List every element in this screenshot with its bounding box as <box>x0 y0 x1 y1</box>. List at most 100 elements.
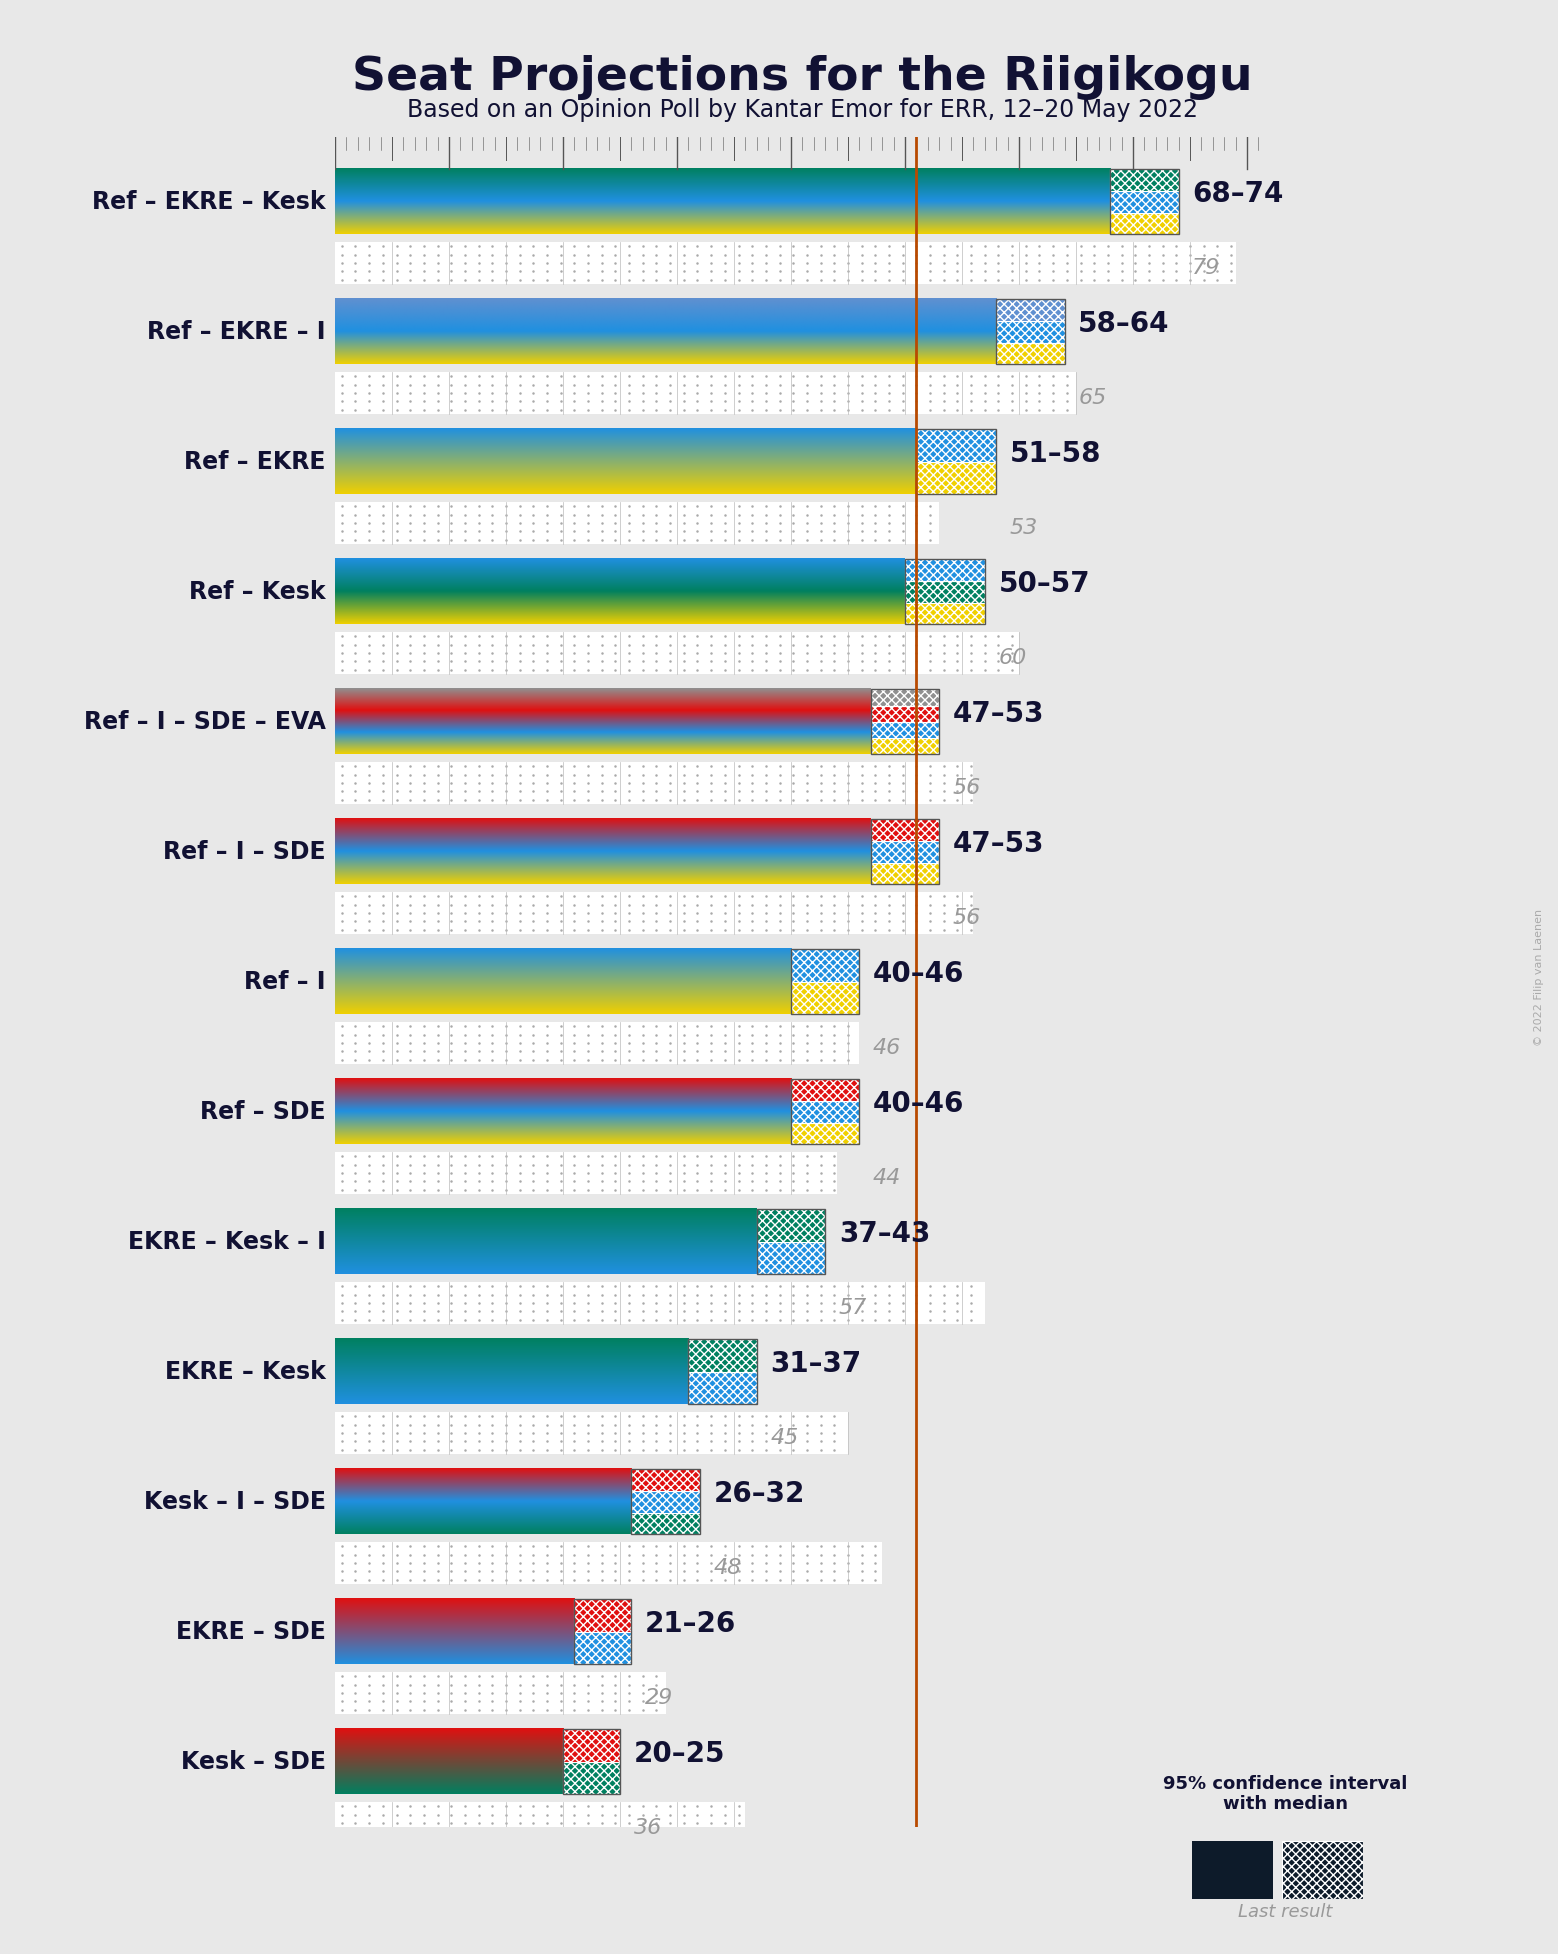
Text: 95% confidence interval
with median: 95% confidence interval with median <box>1164 1774 1407 1813</box>
Text: 20–25: 20–25 <box>634 1741 724 1768</box>
Text: 65: 65 <box>1078 389 1106 408</box>
Bar <box>562 1729 620 1763</box>
Text: Last result: Last result <box>1239 1903 1332 1921</box>
Bar <box>905 559 985 625</box>
Text: 50–57: 50–57 <box>999 571 1091 598</box>
Bar <box>562 1763 620 1794</box>
Bar <box>791 1124 860 1145</box>
Bar <box>757 1210 826 1274</box>
Text: 40–46: 40–46 <box>872 959 964 989</box>
Text: 36: 36 <box>634 1819 662 1839</box>
Text: 47–53: 47–53 <box>953 700 1044 729</box>
Bar <box>905 559 985 580</box>
Text: 31–37: 31–37 <box>771 1350 862 1378</box>
Bar <box>689 1338 757 1372</box>
Text: Ref – Kesk: Ref – Kesk <box>189 580 326 604</box>
Text: 58–64: 58–64 <box>1078 311 1170 338</box>
Text: 53: 53 <box>1010 518 1038 537</box>
Text: © 2022 Filip van Laenen: © 2022 Filip van Laenen <box>1535 909 1544 1045</box>
Bar <box>905 580 985 602</box>
Bar <box>791 950 860 983</box>
Text: 56: 56 <box>953 778 982 797</box>
Bar <box>757 1210 826 1243</box>
Bar <box>335 242 1235 283</box>
Text: 26–32: 26–32 <box>714 1479 805 1508</box>
Text: Ref – EKRE: Ref – EKRE <box>184 449 326 473</box>
Bar <box>1111 170 1178 191</box>
Bar <box>871 690 939 705</box>
Bar <box>335 371 1077 414</box>
Text: Ref – I – SDE – EVA: Ref – I – SDE – EVA <box>84 709 326 735</box>
Bar <box>689 1338 757 1405</box>
Bar <box>575 1600 631 1632</box>
Bar <box>335 893 974 934</box>
Bar <box>335 502 939 543</box>
Bar <box>562 1729 620 1794</box>
Text: 45: 45 <box>771 1428 799 1448</box>
Text: 40–46: 40–46 <box>872 1090 964 1118</box>
Bar <box>916 430 996 461</box>
Text: EKRE – Kesk – I: EKRE – Kesk – I <box>128 1229 326 1254</box>
Bar <box>335 1153 837 1194</box>
Bar <box>335 1022 860 1063</box>
Bar <box>996 320 1064 342</box>
Bar <box>871 864 939 885</box>
Bar <box>996 342 1064 363</box>
Bar <box>335 1542 882 1585</box>
Bar <box>871 819 939 840</box>
Bar <box>631 1512 700 1534</box>
Text: Ref – EKRE – I: Ref – EKRE – I <box>148 320 326 344</box>
Bar <box>631 1469 700 1534</box>
Bar <box>871 721 939 739</box>
Text: Ref – I – SDE: Ref – I – SDE <box>164 840 326 864</box>
Text: Based on an Opinion Poll by Kantar Emor for ERR, 12–20 May 2022: Based on an Opinion Poll by Kantar Emor … <box>407 98 1198 121</box>
Text: Seat Projections for the Riigikogu: Seat Projections for the Riigikogu <box>352 55 1253 100</box>
Bar <box>1111 170 1178 234</box>
Text: EKRE – Kesk: EKRE – Kesk <box>165 1360 326 1383</box>
Bar <box>335 762 974 803</box>
Bar <box>996 299 1064 320</box>
Bar <box>791 1100 860 1124</box>
Bar <box>791 983 860 1014</box>
Bar <box>575 1632 631 1665</box>
Text: 57: 57 <box>838 1297 868 1319</box>
Bar <box>335 1282 985 1323</box>
Bar <box>916 430 996 494</box>
Text: 51–58: 51–58 <box>1010 440 1102 469</box>
Text: 21–26: 21–26 <box>645 1610 737 1637</box>
Bar <box>791 1079 860 1100</box>
Bar <box>335 1802 745 1845</box>
Bar <box>791 950 860 1014</box>
Bar <box>916 461 996 494</box>
Text: EKRE – SDE: EKRE – SDE <box>176 1620 326 1643</box>
Bar <box>335 633 1019 674</box>
Text: 60: 60 <box>999 649 1027 668</box>
Bar <box>871 690 939 754</box>
Text: 68–74: 68–74 <box>1192 180 1284 207</box>
Bar <box>1111 213 1178 234</box>
Text: Kesk – I – SDE: Kesk – I – SDE <box>143 1491 326 1514</box>
Text: 48: 48 <box>714 1557 742 1579</box>
Bar <box>791 1079 860 1145</box>
Bar <box>996 299 1064 363</box>
Bar <box>1111 191 1178 213</box>
Bar <box>335 1413 848 1454</box>
Text: 47–53: 47–53 <box>953 830 1044 858</box>
Text: 56: 56 <box>953 909 982 928</box>
Text: 79: 79 <box>1192 258 1220 277</box>
Bar <box>871 739 939 754</box>
Bar <box>905 602 985 625</box>
Text: Ref – I: Ref – I <box>245 969 326 995</box>
Bar <box>631 1491 700 1512</box>
Bar <box>871 840 939 864</box>
Bar <box>631 1469 700 1491</box>
Bar <box>757 1243 826 1274</box>
Text: Kesk – SDE: Kesk – SDE <box>181 1751 326 1774</box>
Text: Ref – EKRE – Kesk: Ref – EKRE – Kesk <box>92 190 326 213</box>
Text: 29: 29 <box>645 1688 673 1708</box>
Bar <box>575 1600 631 1665</box>
Text: 46: 46 <box>872 1038 901 1059</box>
Text: 44: 44 <box>872 1168 901 1188</box>
Text: Ref – SDE: Ref – SDE <box>201 1100 326 1124</box>
Bar <box>689 1372 757 1405</box>
